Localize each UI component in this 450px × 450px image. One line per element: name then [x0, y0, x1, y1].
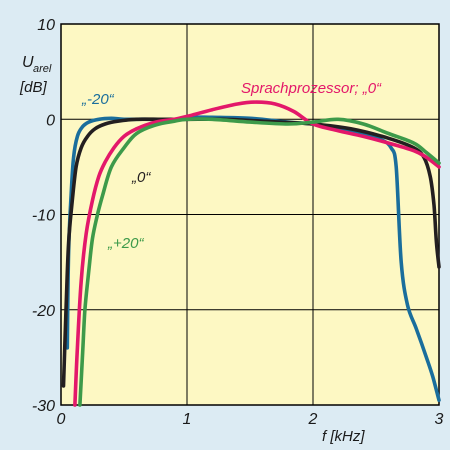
series-line-2: [73, 100, 441, 407]
y-tick-label-0: -30: [32, 398, 55, 415]
series-label-minus20: „-20“: [81, 91, 115, 108]
x-tick-label-0: 0: [57, 411, 66, 428]
x-axis-label: f [kHz]: [322, 428, 365, 445]
y-axis-label-main: U: [22, 54, 34, 71]
tick-labels: 0 1 2 3 -30 -20 -10 0 10: [32, 17, 444, 428]
series-label-plus20: „+20“: [107, 235, 144, 252]
y-axis-unit: [dB]: [19, 79, 48, 96]
y-axis-label-subscript: arel: [33, 63, 52, 75]
series-line-3: [78, 117, 441, 407]
series-label-0: „0“: [131, 169, 151, 186]
y-tick-label-2: -10: [32, 208, 55, 225]
grid: [60, 23, 440, 406]
series-line-0: [65, 115, 441, 402]
x-tick-label-1: 1: [183, 411, 192, 428]
x-tick-label-2: 2: [308, 411, 318, 428]
series-label-sprachprozessor: Sprachprozessor; „0“: [241, 80, 382, 97]
axis-and-series-labels: U arel [dB] f [kHz] „-20“ „0“ Sprachproz…: [19, 54, 382, 445]
y-tick-label-4: 10: [37, 17, 55, 34]
y-tick-label-1: -20: [32, 303, 55, 320]
y-tick-label-3: 0: [46, 112, 55, 129]
x-tick-label-3: 3: [435, 411, 444, 428]
series-curves: [61, 100, 441, 407]
